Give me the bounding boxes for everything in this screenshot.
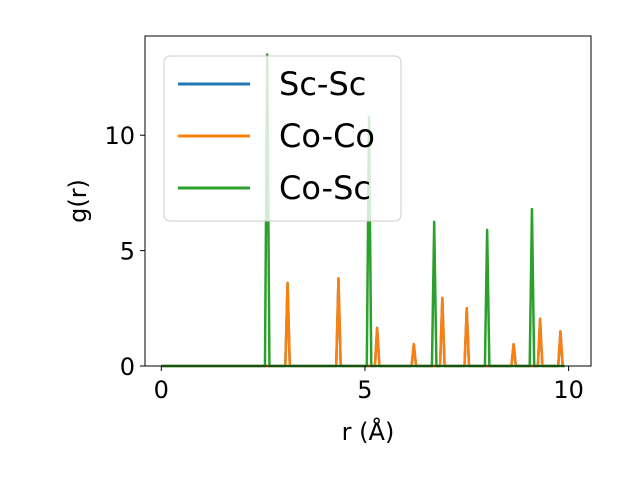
legend: Sc-Sc Co-Co Co-Sc: [163, 55, 402, 222]
legend-box: [163, 55, 402, 222]
x-axis-label: r (Å): [342, 417, 395, 446]
x-tick-label: 10: [553, 376, 584, 404]
y-tick-label: 0: [120, 353, 135, 381]
x-tick-label: 0: [154, 376, 169, 404]
legend-label-co-co: Co-Co: [279, 117, 375, 155]
plot-lines: [161, 53, 565, 368]
y-tick-label: 10: [104, 122, 135, 150]
legend-label-co-sc: Co-Sc: [279, 169, 371, 207]
series-line-co-co: [161, 277, 565, 368]
y-axis-ticks: 0 5 10: [104, 122, 145, 381]
x-axis-ticks: 0 5 10: [154, 366, 584, 404]
x-tick-label: 5: [357, 376, 372, 404]
series-line-sc-sc: [161, 277, 565, 368]
plot-frame: [144, 35, 592, 367]
legend-label-sc-sc: Sc-Sc: [279, 65, 366, 103]
y-tick-label: 5: [120, 238, 135, 266]
series-line-co-sc: [161, 53, 565, 368]
y-axis-label: g(r): [64, 179, 92, 223]
